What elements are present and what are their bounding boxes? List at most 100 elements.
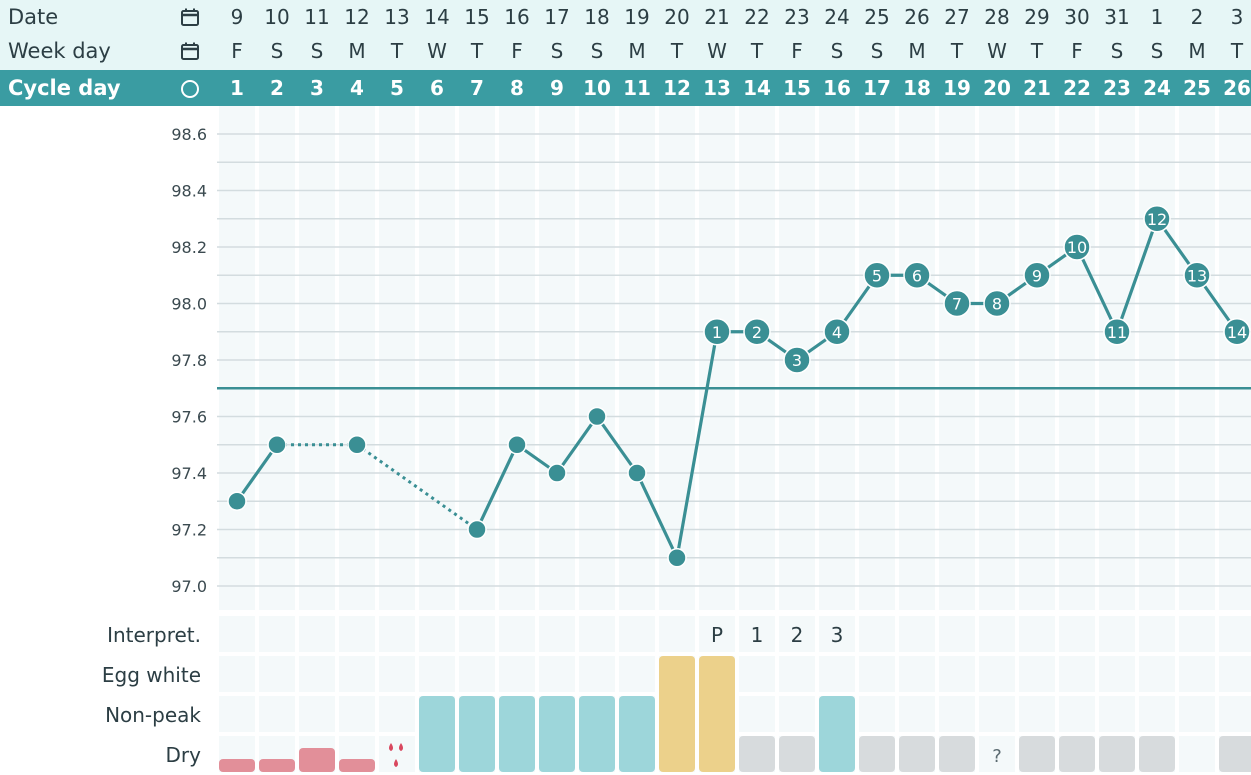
cycleday-cell[interactable]: 20 [983, 76, 1011, 100]
temperature-point[interactable] [227, 491, 247, 511]
dry-bar[interactable] [859, 736, 895, 772]
spotting-drop-icon[interactable] [399, 743, 403, 751]
temperature-point[interactable] [267, 435, 287, 455]
spotting-drop-icon[interactable] [389, 743, 393, 751]
cycleday-cell[interactable]: 2 [270, 76, 284, 100]
non-peak-bar[interactable] [419, 696, 455, 772]
observation-cell [979, 736, 1015, 772]
unknown-observation-mark[interactable]: ? [992, 746, 1002, 767]
cycleday-cell[interactable]: 1 [230, 76, 244, 100]
dry-bar[interactable] [739, 736, 775, 772]
observation-cell [299, 696, 335, 732]
non-peak-bar[interactable] [539, 696, 575, 772]
weekday-cell: S [1150, 39, 1164, 63]
bleeding-light-bar[interactable] [259, 759, 295, 772]
temperature-point[interactable] [667, 548, 687, 568]
calendar-icon[interactable] [180, 7, 200, 27]
temperature-point[interactable] [1183, 261, 1211, 289]
non-peak-bar[interactable] [819, 696, 855, 772]
cycleday-cell[interactable]: 10 [583, 76, 611, 100]
point-number-label: 6 [912, 266, 922, 285]
temperature-point[interactable] [1143, 205, 1171, 233]
day-column [979, 106, 1015, 610]
spotting-drop-icon[interactable] [394, 759, 398, 767]
cycleday-cell[interactable]: 11 [623, 76, 651, 100]
temperature-point[interactable] [983, 289, 1011, 318]
temperature-point[interactable] [823, 318, 851, 346]
observation-cell [219, 696, 255, 732]
non-peak-bar[interactable] [619, 696, 655, 772]
temperature-point[interactable] [1023, 261, 1051, 289]
weekday-cell: W [427, 39, 447, 63]
temperature-point[interactable] [627, 463, 647, 483]
cycleday-cell[interactable]: 14 [743, 76, 771, 100]
day-column [219, 106, 255, 610]
bleeding-medium-bar[interactable] [299, 748, 335, 772]
temperature-point[interactable] [943, 289, 971, 318]
temperature-point[interactable] [547, 463, 567, 483]
temperature-point[interactable] [467, 519, 487, 540]
dry-bar[interactable] [1019, 736, 1055, 772]
date-cell: 15 [464, 5, 490, 29]
calendar-icon[interactable] [180, 41, 200, 61]
cycleday-cell[interactable]: 3 [310, 76, 324, 100]
dry-bar[interactable] [1099, 736, 1135, 772]
temperature-point[interactable] [783, 346, 811, 374]
cycleday-cell[interactable]: 13 [703, 76, 731, 100]
point-number-label: 3 [792, 351, 802, 370]
cycleday-cell[interactable]: 7 [470, 76, 484, 100]
temperature-point[interactable] [347, 435, 367, 455]
cycleday-cell[interactable]: 5 [390, 76, 404, 100]
dry-bar[interactable] [899, 736, 935, 772]
cycleday-cell[interactable]: 17 [863, 76, 891, 100]
weekday-cell: S [1110, 39, 1124, 63]
cycleday-cell[interactable]: 6 [430, 76, 444, 100]
temperature-point[interactable] [1063, 233, 1091, 261]
dry-bar[interactable] [1059, 736, 1095, 772]
temperature-point[interactable] [1223, 318, 1251, 346]
cycleday-cell[interactable]: 18 [903, 76, 931, 100]
observation-cell [819, 656, 855, 692]
cycleday-cell[interactable]: 26 [1223, 76, 1251, 100]
temperature-point[interactable] [903, 261, 931, 289]
circle-icon[interactable] [180, 79, 200, 99]
cycleday-cell[interactable]: 25 [1183, 76, 1211, 100]
temperature-point[interactable] [587, 406, 607, 427]
cycleday-cell[interactable]: 24 [1143, 76, 1171, 100]
cycleday-cell[interactable]: 21 [1023, 76, 1051, 100]
dry-bar[interactable] [939, 736, 975, 772]
temperature-point[interactable] [703, 318, 731, 346]
temperature-point[interactable] [1103, 318, 1131, 346]
cycleday-cell[interactable]: 16 [823, 76, 851, 100]
dry-bar[interactable] [1219, 736, 1251, 772]
cycleday-cell[interactable]: 19 [943, 76, 971, 100]
day-column [819, 106, 855, 610]
day-column [1019, 106, 1055, 610]
non-peak-bar[interactable] [499, 696, 535, 772]
cycleday-cell[interactable]: 12 [663, 76, 691, 100]
date-cell: 13 [384, 5, 410, 29]
cycleday-cell[interactable]: 22 [1063, 76, 1091, 100]
dry-bar[interactable] [779, 736, 815, 772]
temperature-point[interactable] [507, 435, 527, 455]
temperature-point[interactable] [863, 261, 891, 289]
egg-white-bar[interactable] [699, 656, 735, 772]
cycleday-cell[interactable]: 15 [783, 76, 811, 100]
cycleday-cell[interactable]: 9 [550, 76, 564, 100]
bleeding-light-bar[interactable] [219, 759, 255, 772]
dry-bar[interactable] [1139, 736, 1175, 772]
observation-cell [1219, 616, 1251, 652]
day-column [379, 106, 415, 610]
egg-white-bar[interactable] [659, 656, 695, 772]
cycleday-cell[interactable]: 4 [350, 76, 364, 100]
interpretation-mark: 2 [791, 623, 804, 647]
non-peak-bar[interactable] [459, 696, 495, 772]
y-tick-label: 97.4 [171, 464, 207, 483]
temperature-point[interactable] [743, 318, 771, 346]
cycleday-cell[interactable]: 23 [1103, 76, 1131, 100]
date-cell: 29 [1024, 5, 1050, 29]
observation-cell [259, 616, 295, 652]
non-peak-bar[interactable] [579, 696, 615, 772]
cycleday-cell[interactable]: 8 [510, 76, 524, 100]
bleeding-light-bar[interactable] [339, 759, 375, 772]
